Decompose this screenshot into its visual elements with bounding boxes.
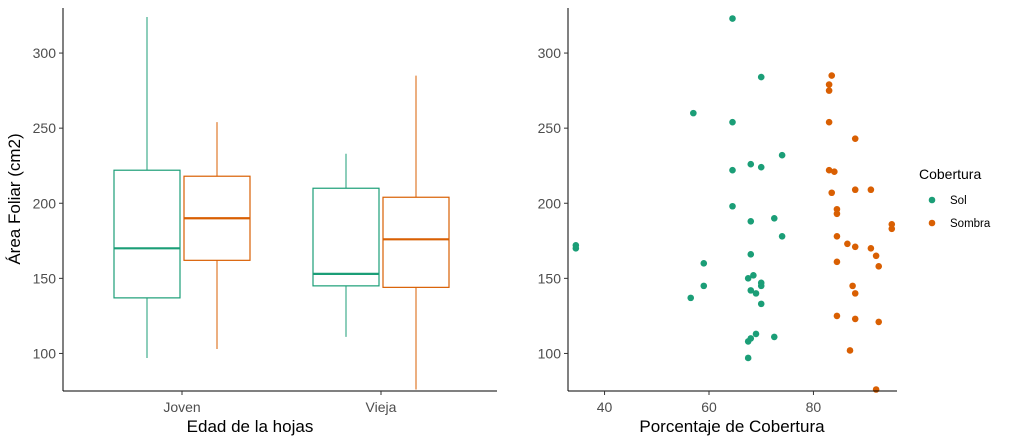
scatter-series-sol <box>572 15 786 362</box>
scatter-point <box>770 214 778 222</box>
scatter-point <box>778 151 786 159</box>
scatter-point <box>833 210 841 218</box>
scatter-point <box>744 275 752 282</box>
scatter-point <box>744 338 752 345</box>
scatter-y-ticks: 100 150 200 250 300 <box>538 45 568 361</box>
scatter-point <box>744 354 752 362</box>
scatter-point <box>851 135 859 142</box>
legend-label-sombra: Sombra <box>950 218 991 230</box>
scatter-point <box>875 318 883 326</box>
scatter-point <box>747 217 755 225</box>
scatter-point <box>831 168 838 176</box>
box-sombra-joven <box>183 122 251 349</box>
boxplot-x-tick-label: Vieja <box>366 399 397 415</box>
scatter-y-tick-label: 250 <box>538 120 562 136</box>
scatter-point <box>872 252 880 260</box>
scatter-point <box>778 232 786 240</box>
scatter-point <box>833 312 841 320</box>
boxplot-x-ticks: Joven Vieja <box>163 391 397 415</box>
scatter-point <box>747 251 755 258</box>
scatter-y-tick-label: 200 <box>538 195 562 211</box>
scatter-point <box>825 166 833 174</box>
legend-items: Sol Sombra <box>928 195 991 230</box>
scatter-point <box>757 73 765 81</box>
box-sol-vieja <box>312 153 380 337</box>
scatter-point <box>833 232 841 240</box>
scatter-point <box>747 160 755 168</box>
boxplot-y-tick-label: 200 <box>33 195 57 211</box>
scatter-point <box>690 109 697 117</box>
scatter-point <box>770 333 778 341</box>
box-sol-joven <box>113 17 181 358</box>
scatter-point <box>729 15 736 22</box>
scatter-point <box>757 300 765 308</box>
scatter-point <box>572 245 580 252</box>
legend-label-sol: Sol <box>950 195 967 207</box>
scatter-x-tick-label: 60 <box>701 399 717 415</box>
scatter-point <box>825 118 833 126</box>
scatter-point <box>825 87 833 94</box>
scatter-point <box>846 347 854 354</box>
scatter-point <box>851 243 859 251</box>
box-iqr <box>113 169 181 299</box>
scatter-point <box>828 189 836 197</box>
scatter-point <box>729 166 736 174</box>
scatter-point <box>687 294 695 302</box>
scatter-point <box>849 282 856 290</box>
scatter-y-tick-label: 150 <box>538 270 562 286</box>
scatter-x-tick-label: 80 <box>806 399 822 415</box>
box-iqr <box>382 196 450 288</box>
boxplot-marks <box>113 17 450 390</box>
scatter-panel: 100 150 200 250 300 40 60 80 Porcentaje de Cob… <box>538 8 897 436</box>
legend-key-sombra <box>928 219 936 227</box>
scatter-x-axis-title: Porcentaje de Cobertura <box>639 417 825 436</box>
scatter-x-tick-label: 40 <box>597 399 613 415</box>
scatter-point <box>729 202 736 210</box>
scatter-point <box>825 81 833 88</box>
scatter-y-tick-label: 100 <box>538 345 562 361</box>
boxplot-panel: 100 150 200 250 300 Joven Vieja Edad de la ho… <box>5 8 497 436</box>
scatter-point <box>750 272 757 279</box>
scatter-point <box>851 290 859 297</box>
scatter-series-sombra <box>825 72 896 393</box>
scatter-marks <box>572 15 896 393</box>
boxplot-y-tick-label: 100 <box>33 345 57 361</box>
box-iqr <box>312 187 380 287</box>
scatter-point <box>757 282 765 290</box>
boxplot-y-tick-label: 150 <box>33 270 57 286</box>
legend-key-sol <box>928 196 936 204</box>
scatter-point <box>875 263 883 270</box>
legend-title: Cobertura <box>919 166 981 182</box>
scatter-point <box>851 315 859 323</box>
scatter-point <box>700 282 708 290</box>
scatter-point <box>833 258 841 266</box>
boxplot-x-axis-title: Edad de la hojas <box>187 417 314 436</box>
scatter-point <box>752 290 760 297</box>
scatter-x-ticks: 40 60 80 <box>597 391 822 415</box>
scatter-point <box>700 260 708 267</box>
legend: Cobertura Sol Sombra <box>919 166 991 230</box>
boxplot-y-tick-label: 250 <box>33 120 57 136</box>
box-sombra-vieja <box>382 75 450 390</box>
scatter-point <box>867 245 875 252</box>
scatter-point <box>828 72 836 79</box>
scatter-point <box>752 330 760 338</box>
scatter-point <box>851 186 859 194</box>
scatter-y-tick-label: 300 <box>538 45 562 61</box>
scatter-point <box>888 225 896 233</box>
scatter-point <box>867 186 875 194</box>
scatter-point <box>747 287 755 294</box>
boxplot-y-tick-label: 300 <box>33 45 57 61</box>
boxplot-y-ticks: 100 150 200 250 300 <box>33 45 63 361</box>
scatter-point <box>844 240 851 248</box>
boxplot-x-tick-label: Joven <box>163 399 200 415</box>
scatter-point <box>729 118 736 126</box>
boxplot-y-axis-title: Área Foliar (cm2) <box>5 133 24 264</box>
scatter-point <box>757 163 765 171</box>
scatter-point <box>872 386 880 393</box>
